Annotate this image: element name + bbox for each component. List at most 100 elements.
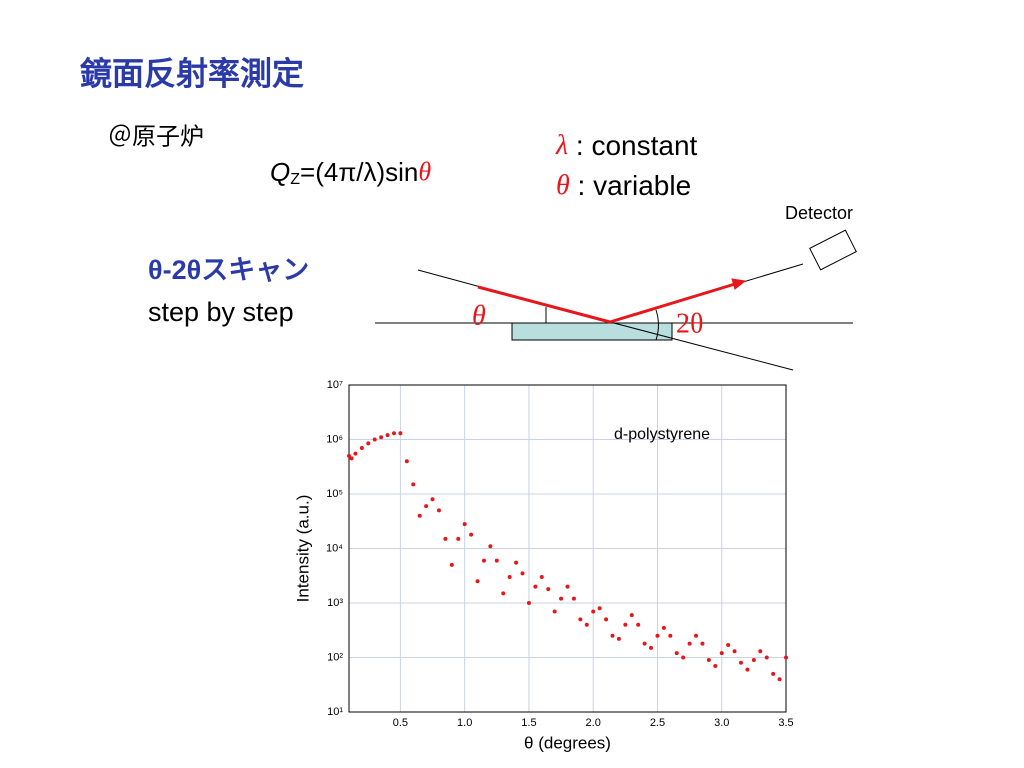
data-point: [398, 431, 403, 436]
data-point: [681, 655, 686, 660]
y-axis-label: Intensity (a.u.): [293, 495, 312, 603]
data-point: [449, 562, 454, 567]
data-point: [546, 587, 551, 592]
data-point: [404, 459, 409, 464]
data-point: [771, 671, 776, 676]
y-tick-label: 10⁴: [326, 542, 343, 554]
data-point: [758, 649, 763, 654]
data-point: [436, 508, 441, 513]
detector-label: Detector: [785, 203, 853, 223]
x-axis-label: θ (degrees): [524, 733, 611, 752]
data-point: [520, 571, 525, 576]
data-point: [349, 456, 354, 461]
data-point: [591, 609, 596, 614]
data-point: [616, 636, 621, 641]
data-point: [552, 609, 557, 614]
data-point: [694, 633, 699, 638]
data-point: [642, 641, 647, 646]
data-point: [379, 435, 384, 440]
data-point: [726, 642, 731, 647]
data-point: [359, 445, 364, 450]
y-tick-label: 10⁵: [326, 488, 343, 500]
data-point: [559, 596, 564, 601]
data-point: [745, 667, 750, 672]
data-point: [604, 617, 609, 622]
angle-label: θ: [472, 300, 486, 331]
angle-label: 2θ: [676, 308, 703, 339]
data-point: [494, 558, 499, 563]
data-point: [674, 651, 679, 656]
data-point: [539, 574, 544, 579]
data-point: [700, 641, 705, 646]
annotation: d-polystyrene: [614, 426, 710, 443]
plot-frame: [348, 384, 787, 713]
data-point: [366, 441, 371, 446]
data-point: [507, 574, 512, 579]
formula-q: Q: [270, 157, 290, 187]
reflected-beam: [609, 282, 736, 324]
formula: QZ=(4π/λ)sinθ: [270, 157, 431, 188]
param-symbol: λ: [555, 130, 568, 161]
data-point: [481, 558, 486, 563]
data-point: [488, 544, 493, 549]
data-point: [584, 622, 589, 627]
x-tick-label: 2.5: [650, 717, 665, 729]
data-point: [462, 522, 467, 527]
formula-theta: θ: [418, 157, 431, 186]
data-point: [719, 651, 724, 656]
data-point: [469, 532, 474, 537]
y-tick-label: 10²: [327, 651, 343, 663]
data-point: [424, 504, 429, 509]
data-point: [526, 601, 531, 605]
formula-rest: =(4π/λ)sin: [300, 157, 418, 187]
data-point: [571, 596, 576, 601]
data-point: [353, 451, 358, 456]
param: θ : variable: [556, 170, 691, 201]
x-tick-label: 2.0: [586, 717, 601, 729]
diagram: [375, 229, 857, 371]
data-point: [739, 660, 744, 665]
data-point: [661, 625, 666, 630]
y-tick-label: 10⁶: [326, 433, 343, 445]
data-point: [668, 633, 673, 638]
data-point: [732, 649, 737, 654]
x-tick-label: 1.5: [521, 717, 536, 729]
data-point: [565, 584, 570, 589]
data-point: [655, 633, 660, 638]
data-point: [391, 431, 396, 436]
data-point: [713, 663, 718, 668]
data-point: [687, 641, 692, 646]
beam-guide: [609, 321, 794, 371]
data-point: [385, 433, 390, 438]
y-tick-label: 10³: [327, 597, 343, 609]
param: λ : constant: [555, 130, 698, 161]
data-point: [764, 655, 769, 660]
y-tick-label: 10⁷: [327, 379, 343, 391]
incident-beam: [477, 285, 611, 324]
data-point: [347, 453, 351, 458]
scan-title: θ-2θスキャン: [148, 255, 309, 285]
detector: [809, 229, 857, 271]
data-point: [784, 655, 788, 660]
data-point: [501, 591, 506, 596]
data-point: [475, 579, 480, 584]
location: ＠原子炉: [108, 123, 204, 150]
data-point: [649, 645, 654, 650]
data-point: [777, 677, 782, 682]
data-point: [706, 657, 711, 662]
data-point: [597, 606, 602, 611]
data-point: [443, 536, 448, 541]
data-point: [629, 613, 634, 618]
x-tick-label: 0.5: [393, 717, 408, 729]
x-tick-label: 3.5: [778, 717, 793, 729]
param-symbol: θ: [556, 170, 570, 201]
data-point: [430, 497, 435, 502]
param-text: : variable: [570, 170, 691, 201]
chart: 10¹ 10² 10³ 10⁴ 10⁵ 10⁶ 10⁷ 0.5 1.0 1.5 2.0 2.5 3.0 3…: [293, 379, 793, 753]
data-point: [578, 617, 583, 622]
x-tick-label: 1.0: [457, 717, 472, 729]
data-point: [417, 513, 422, 518]
data-point: [533, 584, 538, 589]
arrow-head: [731, 278, 747, 290]
